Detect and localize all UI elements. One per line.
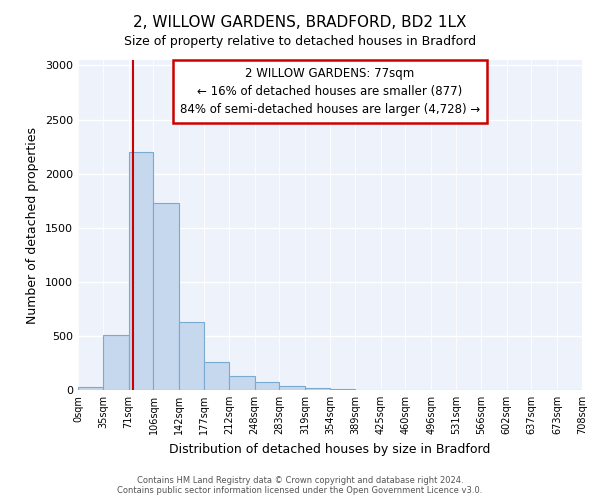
Bar [254, 382, 280, 390]
X-axis label: Distribution of detached houses by size in Bradford: Distribution of detached houses by size … [169, 442, 491, 456]
Text: 2 WILLOW GARDENS: 77sqm
← 16% of detached houses are smaller (877)
84% of semi-d: 2 WILLOW GARDENS: 77sqm ← 16% of detache… [180, 66, 480, 116]
Y-axis label: Number of detached properties: Number of detached properties [26, 126, 40, 324]
Bar [280, 386, 305, 390]
Text: Size of property relative to detached houses in Bradford: Size of property relative to detached ho… [124, 35, 476, 48]
Bar [179, 322, 204, 390]
Text: Contains HM Land Registry data © Crown copyright and database right 2024.
Contai: Contains HM Land Registry data © Crown c… [118, 476, 482, 495]
Bar [204, 362, 229, 390]
Bar [305, 388, 330, 390]
Bar [154, 203, 179, 390]
Bar [330, 389, 355, 390]
Bar [128, 152, 154, 390]
Bar [103, 335, 128, 390]
Bar [229, 376, 254, 390]
Bar [78, 388, 103, 390]
Text: 2, WILLOW GARDENS, BRADFORD, BD2 1LX: 2, WILLOW GARDENS, BRADFORD, BD2 1LX [133, 15, 467, 30]
